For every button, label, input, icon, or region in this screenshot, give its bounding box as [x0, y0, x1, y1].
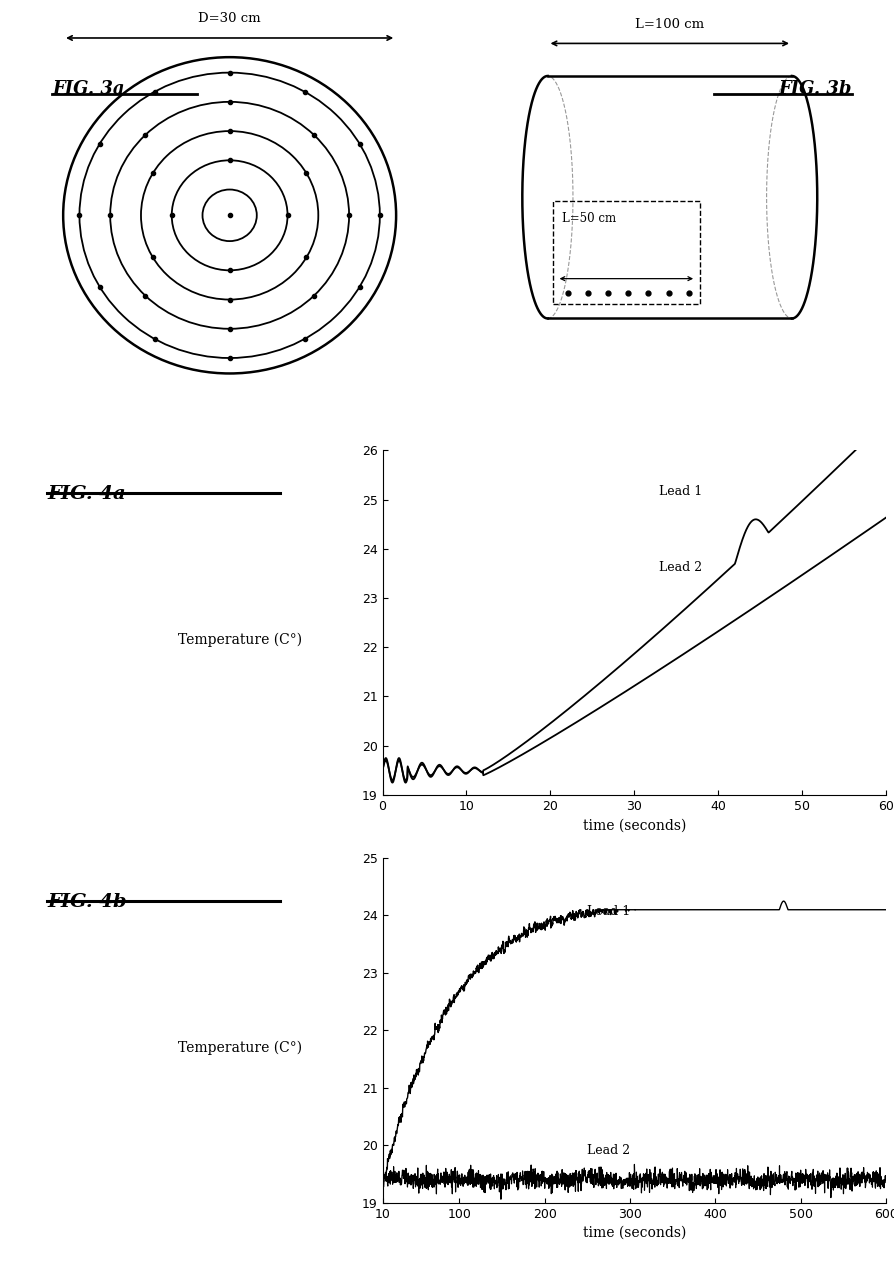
- Text: Lead 2: Lead 2: [659, 561, 702, 573]
- Text: D=30 cm: D=30 cm: [198, 13, 261, 25]
- Text: FIG. 3a: FIG. 3a: [52, 80, 124, 97]
- Text: L=50 cm: L=50 cm: [561, 213, 616, 225]
- Text: L=100 cm: L=100 cm: [635, 18, 704, 30]
- Text: Lead 2: Lead 2: [586, 1144, 629, 1157]
- Text: Temperature (C°): Temperature (C°): [178, 633, 302, 647]
- Text: Temperature (C°): Temperature (C°): [178, 1041, 302, 1055]
- X-axis label: time (seconds): time (seconds): [582, 818, 685, 832]
- Text: FIG. 4b: FIG. 4b: [47, 893, 127, 910]
- Bar: [552, 201, 699, 304]
- Text: Lead 1: Lead 1: [659, 485, 702, 498]
- Text: FIG. 3b: FIG. 3b: [777, 80, 851, 97]
- Text: Lead 1: Lead 1: [586, 905, 630, 918]
- Text: FIG. 4a: FIG. 4a: [47, 485, 125, 503]
- X-axis label: time (seconds): time (seconds): [582, 1225, 685, 1241]
